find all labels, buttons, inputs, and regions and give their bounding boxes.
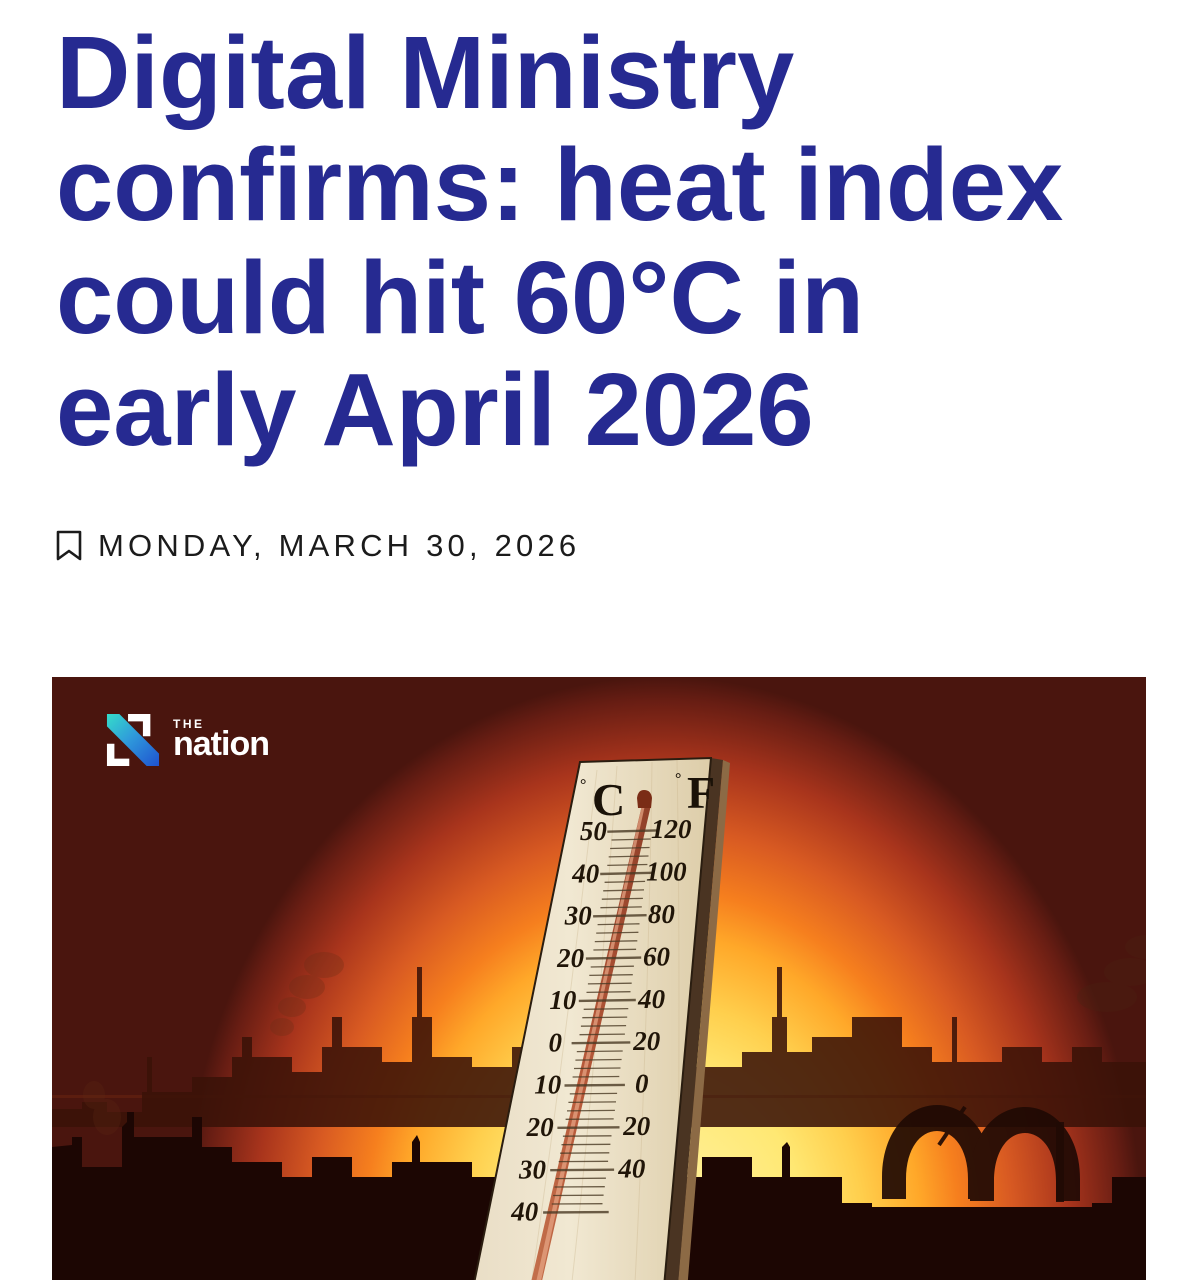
svg-text:°: ° — [580, 777, 586, 794]
svg-text:°: ° — [675, 771, 681, 788]
svg-text:50: 50 — [580, 816, 608, 846]
svg-text:40: 40 — [510, 1197, 539, 1227]
svg-text:F: F — [687, 767, 715, 818]
svg-text:10: 10 — [549, 985, 577, 1015]
svg-text:0: 0 — [549, 1027, 563, 1057]
svg-text:30: 30 — [518, 1154, 547, 1184]
svg-text:120: 120 — [651, 814, 692, 844]
svg-text:30: 30 — [564, 901, 593, 931]
svg-text:10: 10 — [534, 1070, 562, 1100]
svg-text:40: 40 — [617, 1154, 646, 1184]
svg-text:0: 0 — [635, 1069, 649, 1099]
svg-text:60: 60 — [643, 941, 671, 971]
svg-text:80: 80 — [648, 899, 676, 929]
svg-text:20: 20 — [526, 1112, 555, 1142]
svg-text:40: 40 — [637, 984, 666, 1014]
svg-text:20: 20 — [632, 1026, 661, 1056]
svg-text:100: 100 — [646, 857, 687, 887]
svg-text:20: 20 — [556, 943, 585, 973]
svg-text:20: 20 — [622, 1111, 651, 1141]
svg-text:40: 40 — [571, 858, 600, 888]
